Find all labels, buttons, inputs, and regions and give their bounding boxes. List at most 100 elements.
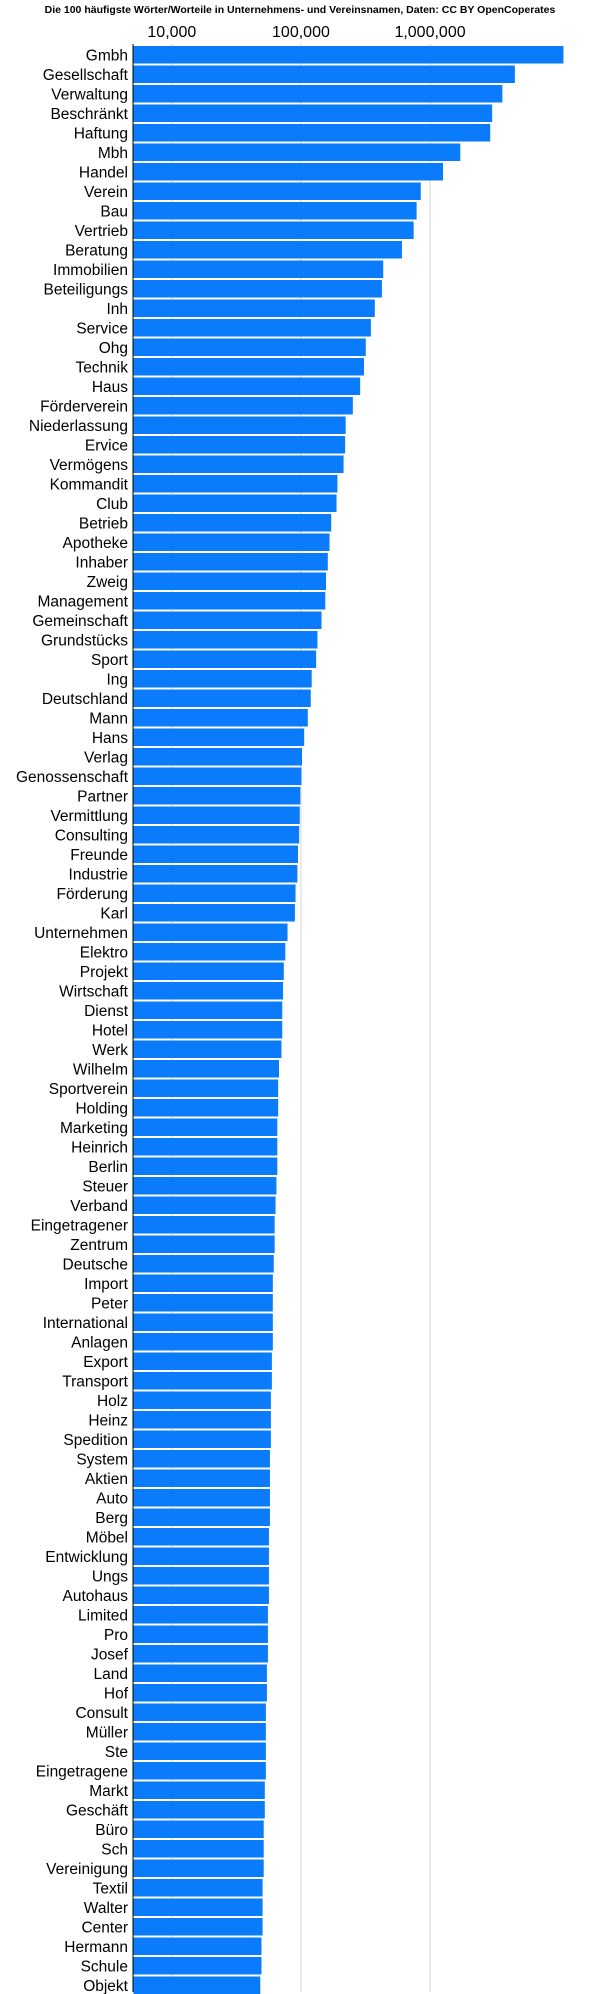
category-label: System bbox=[76, 1451, 128, 1468]
category-label: Beratung bbox=[65, 242, 128, 259]
bar bbox=[133, 1918, 263, 1936]
bar bbox=[133, 1957, 262, 1975]
category-label: Vermögens bbox=[50, 457, 129, 474]
category-label: Projekt bbox=[80, 964, 129, 981]
bar bbox=[133, 1216, 275, 1234]
category-label: International bbox=[43, 1315, 128, 1332]
bar bbox=[133, 689, 311, 707]
bar bbox=[133, 1742, 266, 1760]
x-tick-label: 1,000,000 bbox=[394, 24, 465, 41]
bar bbox=[133, 494, 337, 512]
category-label: Holz bbox=[97, 1393, 128, 1410]
bar bbox=[133, 1489, 270, 1507]
bar bbox=[133, 1196, 276, 1214]
bar bbox=[133, 1625, 268, 1643]
bar bbox=[133, 943, 286, 961]
category-label: Bau bbox=[100, 203, 128, 220]
category-label: Förderung bbox=[56, 886, 128, 903]
category-label: Haftung bbox=[74, 125, 128, 142]
category-label: Industrie bbox=[69, 866, 128, 883]
bar bbox=[133, 1508, 270, 1526]
bar bbox=[133, 962, 284, 980]
bar bbox=[133, 85, 503, 103]
category-label: Zweig bbox=[87, 574, 128, 591]
category-label: Verwaltung bbox=[51, 86, 128, 103]
category-label: Land bbox=[94, 1666, 128, 1683]
bar bbox=[133, 1294, 273, 1312]
bar bbox=[133, 1586, 269, 1604]
bar bbox=[133, 1528, 269, 1546]
category-label: Freunde bbox=[70, 847, 128, 864]
bar bbox=[133, 982, 284, 1000]
bar bbox=[133, 475, 338, 493]
bar bbox=[133, 1430, 271, 1448]
bar bbox=[133, 319, 371, 337]
bar bbox=[133, 124, 491, 142]
bar bbox=[133, 1762, 266, 1780]
category-label: Entwicklung bbox=[45, 1549, 128, 1566]
bar bbox=[133, 1703, 266, 1721]
category-label: Berg bbox=[95, 1510, 128, 1527]
bar bbox=[133, 1099, 279, 1117]
category-label: Sportverein bbox=[49, 1081, 128, 1098]
category-label: Verein bbox=[84, 184, 128, 201]
bar bbox=[133, 221, 414, 239]
category-label: Elektro bbox=[80, 944, 128, 961]
bar bbox=[133, 1547, 269, 1565]
bar bbox=[133, 1021, 283, 1039]
bar bbox=[133, 1859, 264, 1877]
category-label: Immobilien bbox=[53, 262, 128, 279]
bar bbox=[133, 670, 312, 688]
category-label: Heinz bbox=[88, 1412, 128, 1429]
bar bbox=[133, 611, 322, 629]
bar bbox=[133, 1879, 263, 1897]
category-label: Gemeinschaft bbox=[32, 613, 128, 630]
bar bbox=[133, 1801, 265, 1819]
bar bbox=[133, 533, 330, 551]
bar bbox=[133, 767, 302, 785]
category-label: Peter bbox=[91, 1295, 128, 1312]
bar bbox=[133, 1352, 272, 1370]
category-label: Inhaber bbox=[75, 554, 128, 571]
category-label: Zentrum bbox=[70, 1237, 128, 1254]
bar bbox=[133, 104, 493, 122]
category-label: Markt bbox=[89, 1783, 128, 1800]
bar bbox=[133, 1684, 267, 1702]
bar bbox=[133, 1976, 261, 1994]
bar bbox=[133, 182, 421, 200]
bar bbox=[133, 46, 564, 64]
bar bbox=[133, 1274, 273, 1292]
category-label: Hermann bbox=[64, 1939, 128, 1956]
x-axis-ticks: 10,000 100,000 1,000,000 bbox=[147, 24, 465, 41]
bar bbox=[133, 806, 300, 824]
bar bbox=[133, 1450, 270, 1468]
category-label: Gmbh bbox=[86, 47, 128, 64]
category-label: Center bbox=[81, 1919, 128, 1936]
category-label: Eingetragener bbox=[31, 1217, 128, 1234]
category-label: Limited bbox=[78, 1607, 128, 1624]
category-label: Service bbox=[76, 320, 128, 337]
chart-title: Die 100 häufigste Wörter/Worteile in Unt… bbox=[45, 4, 556, 16]
bar bbox=[133, 260, 384, 278]
bar bbox=[133, 514, 332, 532]
bar bbox=[133, 787, 301, 805]
bar bbox=[133, 436, 346, 454]
bar bbox=[133, 65, 515, 83]
bar bbox=[133, 280, 382, 298]
category-label: Möbel bbox=[86, 1529, 128, 1546]
category-label: Betrieb bbox=[79, 515, 128, 532]
category-label: Verband bbox=[70, 1198, 128, 1215]
category-label: Auto bbox=[96, 1490, 128, 1507]
bar bbox=[133, 163, 444, 181]
category-label: Walter bbox=[84, 1900, 128, 1917]
category-label: Grundstücks bbox=[41, 632, 128, 649]
bar bbox=[133, 1781, 265, 1799]
bar bbox=[133, 1898, 263, 1916]
category-label: Anlagen bbox=[71, 1334, 128, 1351]
bar bbox=[133, 1001, 283, 1019]
bar bbox=[133, 1391, 271, 1409]
bar bbox=[133, 650, 317, 668]
bar bbox=[133, 904, 295, 922]
x-tick-label: 100,000 bbox=[272, 24, 330, 41]
bar bbox=[133, 241, 402, 259]
